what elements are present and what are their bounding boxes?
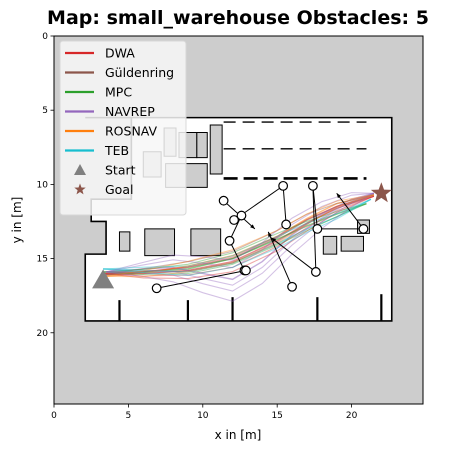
static-obstacle (322, 235, 338, 255)
dynamic-obstacle-layer (151, 180, 369, 294)
static-obstacle (196, 131, 208, 159)
y-tick-label: 5 (42, 106, 48, 116)
x-axis-label: x in [m] (215, 428, 262, 442)
trajectory-variant (106, 192, 375, 302)
x-tick-label: 15 (271, 411, 282, 421)
dynamic-obstacle-marker (312, 224, 323, 234)
x-tick-label: 5 (126, 411, 132, 421)
static-obstacle (118, 231, 131, 252)
obstacle-path-line (282, 185, 287, 225)
obstacle-path-arrowhead (268, 231, 272, 237)
static-obstacle (190, 228, 222, 257)
trajectory-variant (103, 195, 375, 277)
legend-label: Güldenring (105, 65, 174, 80)
trajectory-variant (103, 203, 367, 273)
obstacle-path-arrowhead (250, 224, 255, 229)
static-obstacle (340, 235, 364, 252)
dynamic-obstacle-marker (236, 210, 247, 221)
x-tick-label: 20 (346, 411, 358, 421)
dynamic-obstacle-marker (278, 180, 289, 191)
obstacle-path-line (336, 192, 364, 230)
legend-triangle-swatch (74, 164, 86, 175)
trajectory-variant (103, 194, 374, 277)
legend-label: TEB (104, 143, 129, 158)
chart-title: Map: small_warehouse Obstacles: 5 (47, 7, 429, 29)
obstacle-path-arrowhead (336, 193, 342, 199)
dynamic-obstacle-marker (224, 235, 235, 246)
axes: 0 5 10 15 20 0 5 10 15 20 (37, 32, 424, 421)
static-obstacle (209, 124, 223, 175)
dynamic-obstacle-marker (287, 281, 297, 292)
trajectory-dwa (103, 195, 375, 275)
trajectory-variant (103, 203, 367, 276)
obstacle-path-line (270, 237, 317, 273)
trajectory-variant (106, 192, 375, 286)
trajectory-variant (106, 192, 375, 292)
axes-frame (53, 35, 424, 405)
dynamic-obstacle-marker (307, 180, 318, 191)
trajectory-variant (103, 194, 375, 276)
obstacle-path-arrowhead (271, 237, 277, 243)
y-tick-label: 10 (37, 180, 49, 190)
start-marker (92, 269, 115, 289)
dynamic-obstacle-marker (151, 283, 162, 294)
trajectory-variant (103, 194, 375, 278)
trajectory-variant (103, 198, 372, 276)
y-tick-label: 20 (37, 329, 49, 339)
y-axis-label: y in [m] (10, 197, 24, 244)
dynamic-obstacle-marker (218, 195, 229, 206)
trajectory-variant (105, 192, 374, 273)
legend-label: NAVREP (105, 104, 155, 119)
obstacle-path-line (156, 269, 247, 289)
y-tick-label: 0 (42, 32, 48, 42)
trajectory-rosnav (103, 194, 375, 278)
legend-label: DWA (105, 46, 135, 61)
trajectory-variant (105, 192, 374, 273)
legend-label: Goal (105, 182, 133, 197)
x-tick-label: 10 (197, 411, 209, 421)
dynamic-obstacle-marker (241, 265, 251, 276)
trajectory-variant (103, 195, 375, 280)
trajectory-variant (103, 198, 372, 270)
obstacle-path-line (267, 231, 293, 287)
legend-label: Start (105, 163, 136, 178)
legend-box (59, 40, 187, 216)
static-obstacle (144, 228, 176, 257)
goal-marker (370, 182, 392, 203)
dynamic-obstacle-marker (229, 215, 239, 225)
marker-layer (92, 182, 392, 289)
trajectory-mpc (103, 203, 367, 273)
dynamic-obstacle-marker (310, 267, 321, 277)
obstacle-path-line (229, 240, 245, 271)
x-tick-label: 0 (51, 411, 57, 421)
trajectory-variant (103, 195, 375, 274)
legend: DWA Güldenring MPC NAVREP ROSNAV TEB Start Goal (59, 40, 187, 216)
trajectory-variant (103, 194, 375, 276)
legend-star-swatch (74, 183, 86, 195)
trajectory-teb (103, 198, 372, 273)
trajectory-layer (103, 192, 375, 302)
y-tick-label: 15 (37, 255, 48, 265)
dynamic-obstacle-marker (281, 219, 292, 230)
legend-label: MPC (105, 85, 132, 100)
legend-label: ROSNAV (105, 124, 158, 139)
dynamic-obstacle-marker (358, 224, 369, 234)
